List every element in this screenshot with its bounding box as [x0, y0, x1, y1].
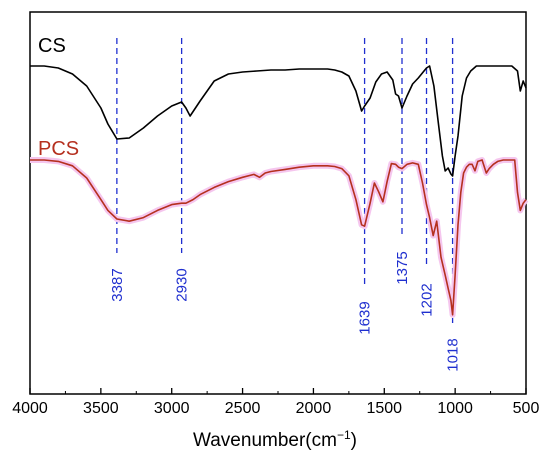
peak-marker-lines: 3387 2930 1639 1375 1202 1018	[109, 38, 462, 372]
series-line-cs	[30, 65, 527, 177]
peak-label-2930: 2930	[174, 268, 191, 301]
x-tick-label-2500: 2500	[225, 400, 261, 417]
x-axis-title-superscript: −1	[337, 428, 351, 442]
peak-label-3387: 3387	[109, 268, 126, 301]
x-tick-label-4000: 4000	[12, 400, 48, 417]
peak-label-1375: 1375	[394, 251, 411, 284]
x-axis-title-main: Wavenumber(cm	[193, 430, 337, 451]
series-pcs-glow	[30, 157, 529, 318]
x-axis-title-close: )	[351, 430, 357, 451]
series-line-pcs	[30, 159, 527, 316]
series-group	[30, 65, 529, 318]
x-tick-label-500: 500	[513, 400, 540, 417]
x-tick-label-2000: 2000	[296, 400, 332, 417]
series-label-pcs: PCS	[38, 138, 79, 160]
peak-label-1018: 1018	[445, 338, 462, 371]
x-tick-label-3500: 3500	[83, 400, 119, 417]
x-axis-ticks: 4000 3500 3000 2500 2000 1500 1000 500	[12, 388, 539, 417]
x-tick-label-1500: 1500	[366, 400, 402, 417]
x-tick-label-3000: 3000	[154, 400, 190, 417]
peak-label-1639: 1639	[357, 301, 374, 334]
series-label-cs: CS	[38, 35, 66, 57]
x-axis-title: Wavenumber(cm−1)	[193, 428, 357, 451]
peak-label-1202: 1202	[419, 283, 436, 316]
x-tick-label-1000: 1000	[437, 400, 473, 417]
